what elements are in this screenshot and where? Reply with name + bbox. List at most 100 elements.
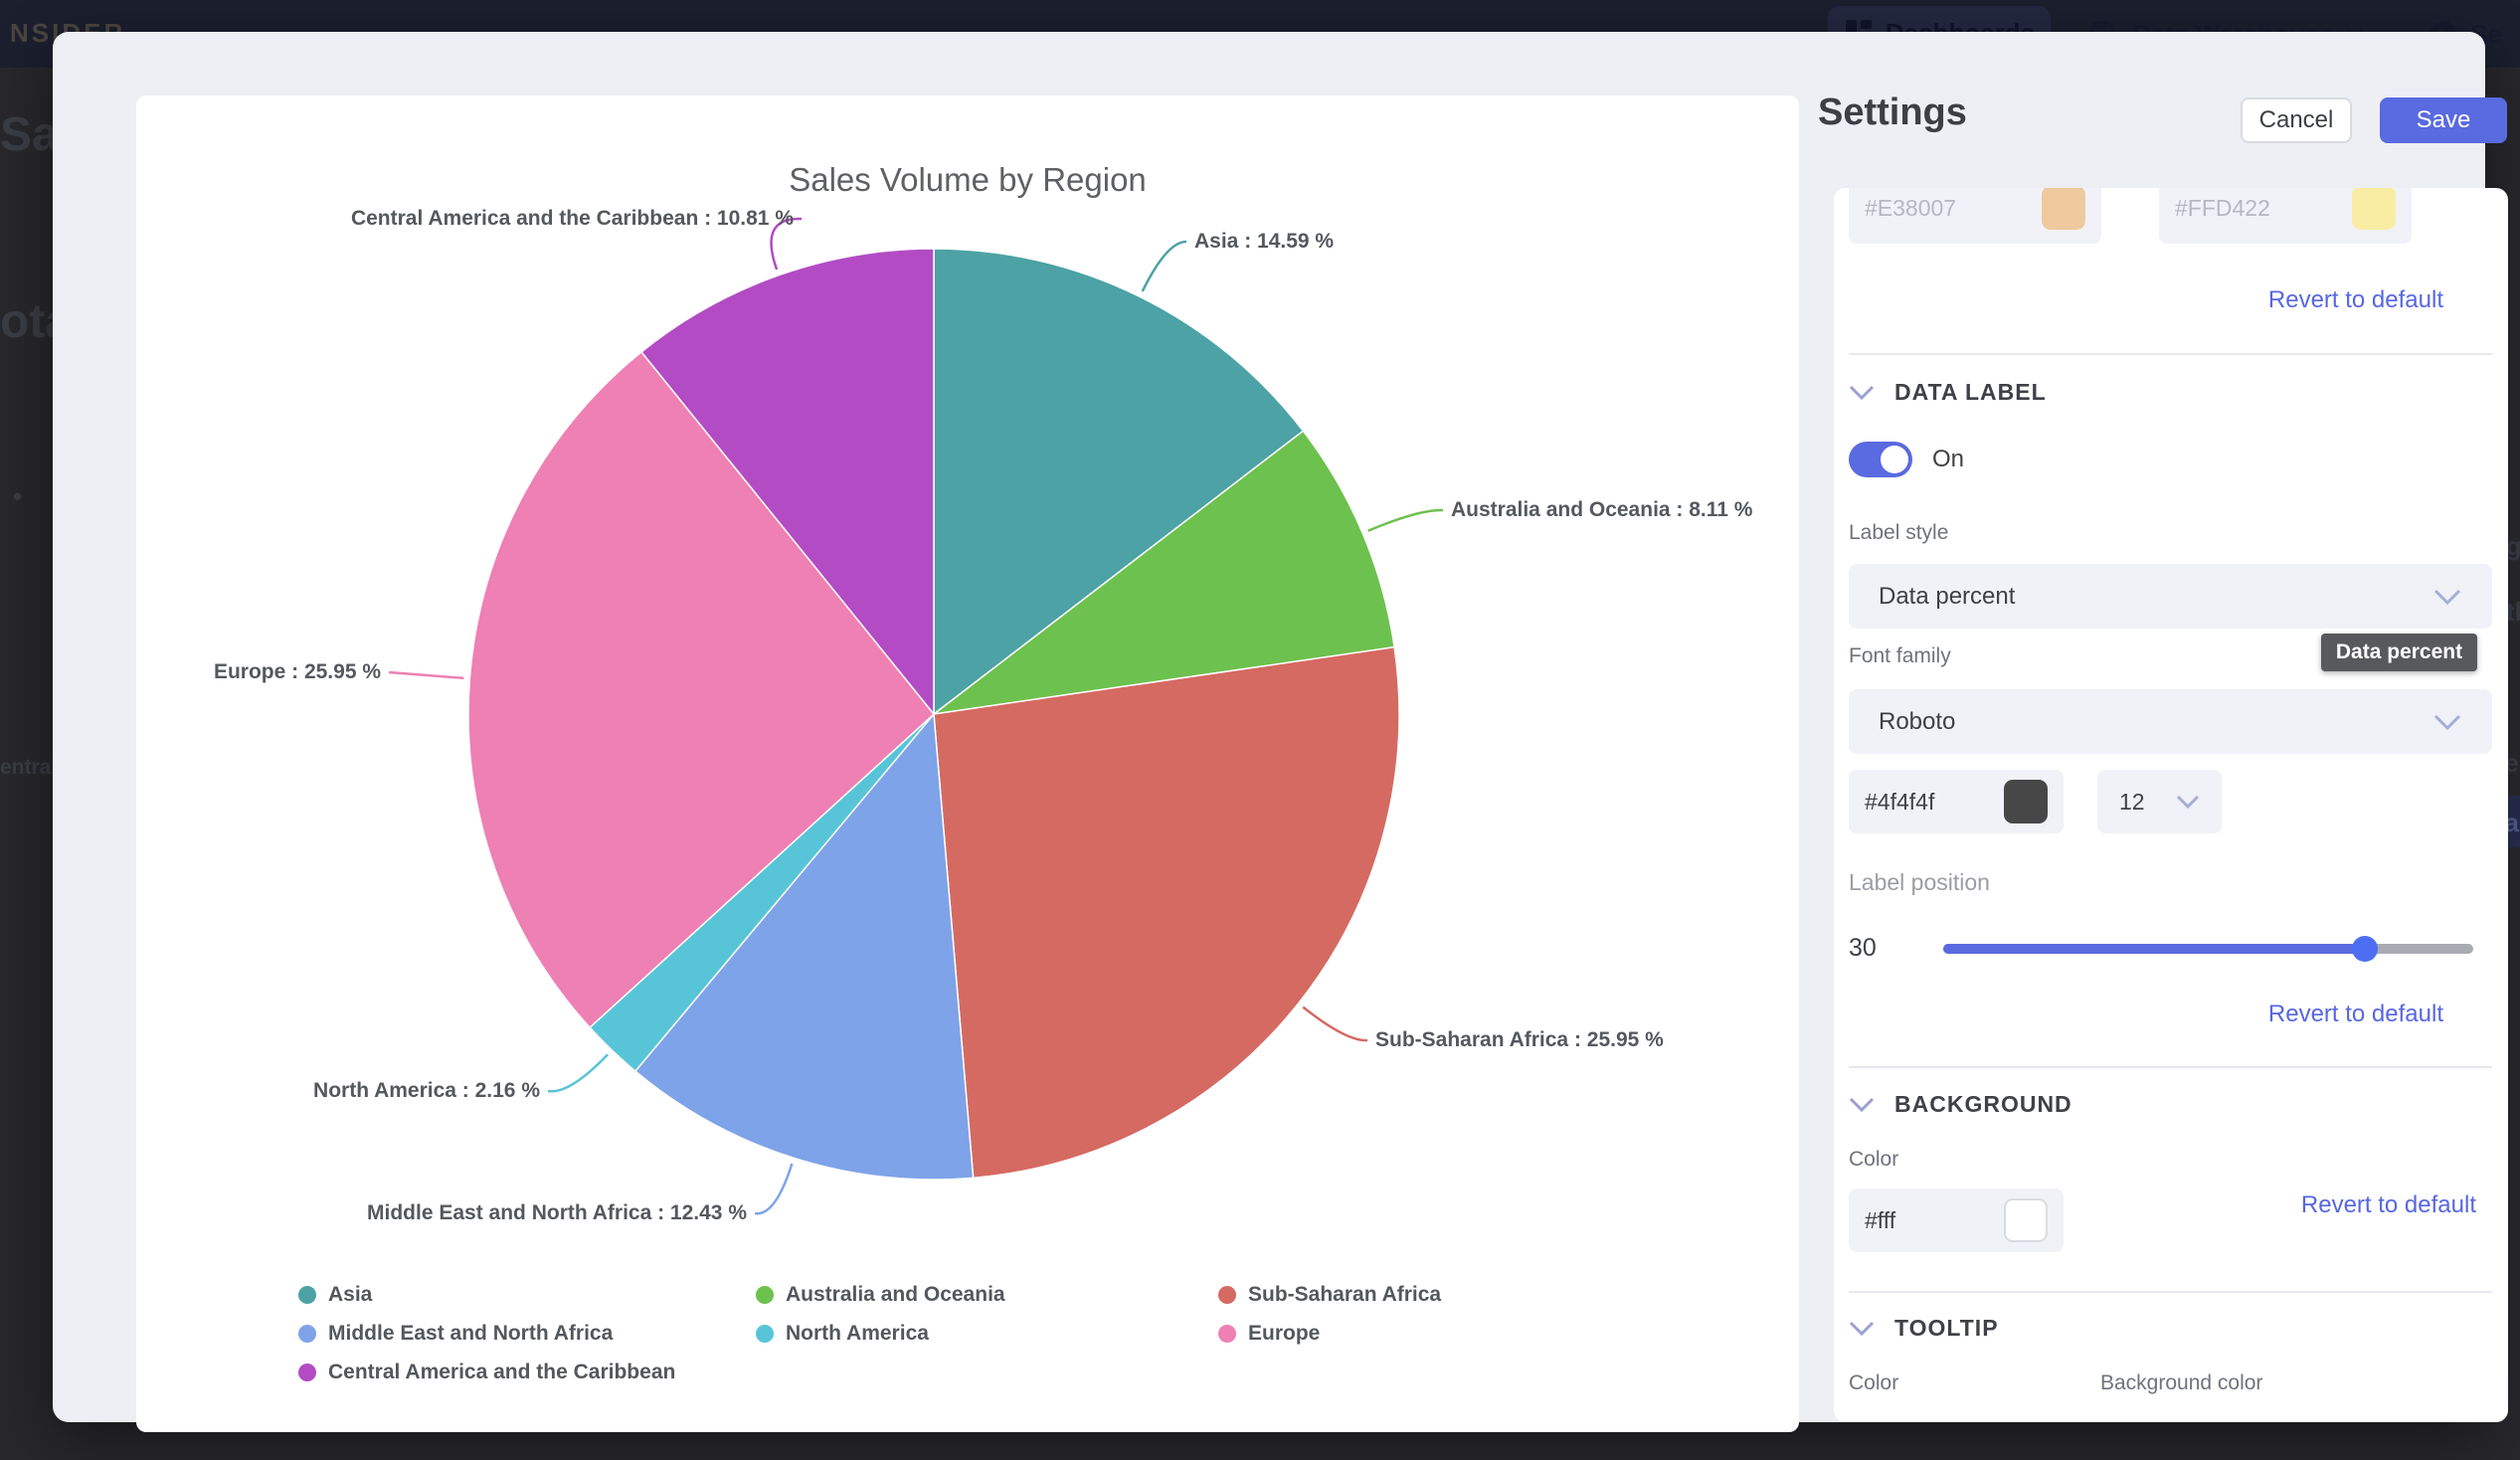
chevron-down-icon	[1849, 385, 1875, 400]
data-label-toggle[interactable]	[1849, 442, 1912, 477]
pie-label-leader-line	[1367, 508, 1444, 532]
legend-color-dot	[298, 1364, 316, 1381]
pie-slice-label: Asia : 14.59 %	[1194, 230, 1335, 253]
legend-label: Asia	[328, 1283, 373, 1306]
pie-label-leader-line	[388, 670, 464, 680]
tooltip-color-label: Color	[1849, 1371, 1899, 1394]
pie-slice-label: North America : 2.16 %	[313, 1079, 540, 1102]
section-tooltip[interactable]: TOOLTIP	[1849, 1315, 1999, 1342]
background-color-swatch[interactable]	[2004, 1198, 2048, 1242]
series-color-value-1: #E38007	[1865, 194, 1957, 221]
legend-label: Central America and the Caribbean	[328, 1361, 676, 1383]
cancel-button[interactable]: Cancel	[2241, 97, 2352, 143]
font-size-value: 12	[2119, 788, 2145, 815]
font-size-select[interactable]: 12	[2097, 770, 2222, 833]
label-style-label: Label style	[1849, 521, 1949, 544]
pie-slice-label: Australia and Oceania : 8.11 %	[1451, 498, 1753, 521]
label-style-dropdown[interactable]: Data percent	[1849, 564, 2492, 629]
pie-label-leader-line	[1141, 240, 1187, 292]
pie-label-leader-line	[770, 217, 803, 271]
pie-slice-central-america-and-the-caribbean[interactable]	[639, 248, 935, 717]
divider	[1849, 1066, 2492, 1068]
pie-label-leader-line	[547, 1053, 609, 1093]
series-color-input-1[interactable]: #E38007	[1849, 188, 2101, 244]
font-family-label: Font family	[1849, 644, 1951, 667]
pie-slice-label: Sub-Saharan Africa : 25.95 %	[1375, 1028, 1664, 1051]
pie-slice-label: Europe : 25.95 %	[213, 660, 381, 683]
label-position-value: 30	[1849, 934, 1877, 962]
legend-label: North America	[786, 1322, 929, 1345]
legend-item[interactable]: Asia	[298, 1280, 372, 1310]
label-position-label: Label position	[1849, 869, 1990, 895]
background-text-fragment: entral	[0, 756, 58, 779]
series-color-swatch-2[interactable]	[2352, 188, 2396, 230]
pie-chart[interactable]	[136, 95, 1799, 1432]
legend-item[interactable]: North America	[756, 1319, 929, 1349]
series-color-value-2: #FFD422	[2175, 194, 2270, 221]
series-color-swatch-1[interactable]	[2042, 188, 2085, 230]
label-style-tooltip: Data percent	[2321, 634, 2477, 671]
legend-item[interactable]: Sub-Saharan Africa	[1218, 1280, 1441, 1310]
chart-title: Sales Volume by Region	[789, 161, 1147, 198]
slider-fill	[1943, 944, 2365, 954]
font-color-input[interactable]: #4f4f4f	[1849, 770, 2064, 833]
settings-panel: #E38007 #FFD422 Revert to default DATA L…	[1834, 188, 2508, 1422]
pie-slice-label: Central America and the Caribbean : 10.8…	[350, 207, 794, 230]
background-text-fragment: •	[13, 481, 23, 511]
legend-label: Middle East and North Africa	[328, 1322, 614, 1345]
pie-slice-asia[interactable]	[933, 248, 1305, 716]
legend-color-dot	[1218, 1286, 1236, 1304]
toggle-knob	[1881, 446, 1908, 473]
chevron-down-icon	[1849, 1097, 1875, 1112]
pie-slice-australia-and-oceania[interactable]	[931, 430, 1395, 716]
legend-color-dot	[298, 1325, 316, 1343]
section-data-label[interactable]: DATA LABEL	[1849, 379, 2047, 406]
font-family-value: Roboto	[1879, 707, 1956, 735]
slider-knob[interactable]	[2351, 936, 2378, 962]
pie-slice-middle-east-and-north-africa[interactable]	[633, 712, 975, 1181]
pie-slice-sub-saharan-africa[interactable]	[933, 645, 1400, 1180]
background-color-value: #fff	[1865, 1206, 1896, 1233]
data-label-toggle-state: On	[1932, 446, 1965, 472]
background-color-input[interactable]: #fff	[1849, 1188, 2064, 1252]
legend-color-dot	[298, 1286, 316, 1304]
legend-item[interactable]: Australia and Oceania	[756, 1280, 1005, 1310]
divider	[1849, 353, 2492, 355]
font-family-dropdown[interactable]: Roboto	[1849, 689, 2492, 754]
legend-item[interactable]: Middle East and North Africa	[298, 1319, 613, 1349]
divider	[1849, 1291, 2492, 1293]
label-position-slider[interactable]	[1943, 936, 2473, 962]
revert-series-colors-link[interactable]: Revert to default	[2267, 286, 2443, 313]
chart-card: Sales Volume by Region Asia : 14.59 % Aus…	[136, 95, 1799, 1432]
chevron-down-icon	[2433, 714, 2461, 730]
series-color-input-2[interactable]: #FFD422	[2159, 188, 2412, 244]
section-tooltip-title: TOOLTIP	[1894, 1315, 1999, 1341]
legend-color-dot	[1218, 1325, 1236, 1343]
legend-color-dot	[756, 1325, 774, 1343]
pie-slice-europe[interactable]	[467, 350, 936, 1029]
legend-item[interactable]: Europe	[1218, 1319, 1320, 1349]
chevron-down-icon	[1849, 1321, 1875, 1336]
revert-background-link[interactable]: Revert to default	[2300, 1191, 2476, 1218]
pie-label-leader-line	[754, 1163, 794, 1215]
pie-label-leader-line	[1302, 1005, 1368, 1042]
legend-color-dot	[756, 1286, 774, 1304]
font-color-swatch[interactable]	[2004, 780, 2048, 823]
legend-label: Europe	[1248, 1322, 1321, 1345]
section-background-title: BACKGROUND	[1894, 1091, 2072, 1117]
save-button[interactable]: Save	[2380, 97, 2507, 143]
section-background[interactable]: BACKGROUND	[1849, 1091, 2072, 1118]
section-data-label-title: DATA LABEL	[1894, 379, 2047, 405]
revert-data-label-link[interactable]: Revert to default	[2267, 1001, 2443, 1027]
tooltip-background-color-label: Background color	[2100, 1371, 2263, 1394]
background-color-label: Color	[1849, 1148, 1899, 1171]
chart-settings-modal: Sales Volume by Region Asia : 14.59 % Aus…	[53, 32, 2508, 1432]
legend-label: Sub-Saharan Africa	[1248, 1283, 1442, 1306]
legend-item[interactable]: Central America and the Caribbean	[298, 1358, 675, 1387]
pie-slice-label: Middle East and North Africa : 12.43 %	[367, 1201, 747, 1224]
label-style-value: Data percent	[1879, 582, 2016, 610]
settings-panel-title: Settings	[1818, 91, 1967, 133]
font-color-value: #4f4f4f	[1865, 788, 1935, 815]
chevron-down-icon	[2176, 795, 2200, 809]
